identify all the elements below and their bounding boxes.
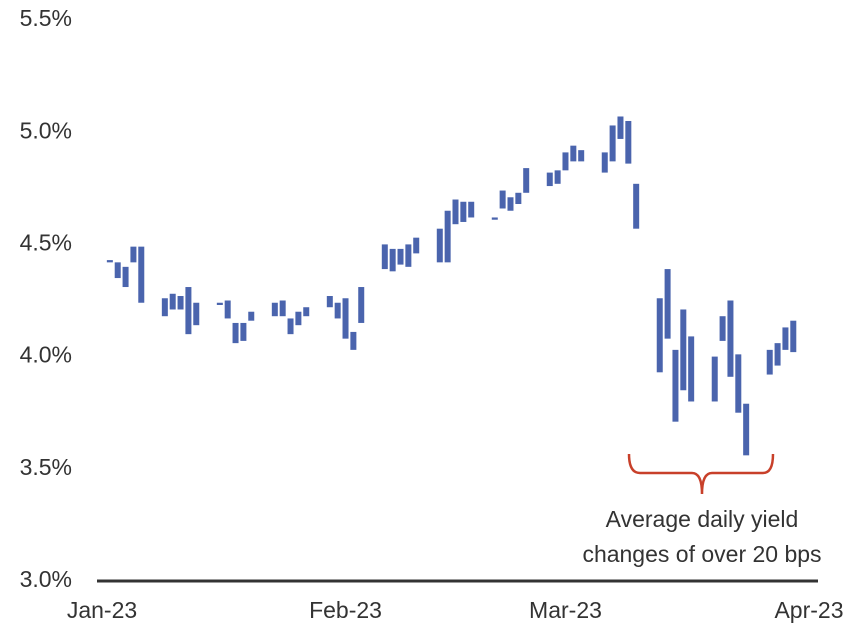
bar bbox=[161, 298, 168, 317]
bar bbox=[279, 300, 286, 317]
bar bbox=[248, 311, 255, 321]
y-tick-label: 4.5% bbox=[20, 229, 72, 255]
bar bbox=[680, 309, 687, 391]
bar bbox=[342, 298, 349, 339]
bar bbox=[185, 287, 192, 335]
annotation-bracket bbox=[627, 453, 775, 495]
bar bbox=[350, 331, 357, 350]
bar bbox=[295, 311, 302, 326]
bar bbox=[554, 170, 561, 184]
x-tick-label: Feb-23 bbox=[309, 597, 382, 623]
bar bbox=[397, 248, 404, 265]
y-tick-label: 5.5% bbox=[20, 5, 72, 31]
bar bbox=[287, 318, 294, 335]
bar bbox=[193, 302, 200, 326]
bar bbox=[727, 300, 734, 377]
bar bbox=[656, 298, 663, 373]
bar bbox=[774, 343, 781, 366]
annotation-text: Average daily yield bbox=[606, 506, 799, 532]
bar bbox=[782, 327, 789, 350]
bar bbox=[743, 403, 750, 456]
bar bbox=[562, 152, 569, 171]
bar bbox=[790, 320, 797, 353]
bar bbox=[546, 172, 553, 187]
bar bbox=[452, 199, 459, 225]
y-tick-label: 4.0% bbox=[20, 342, 72, 368]
bar bbox=[389, 248, 396, 272]
y-tick-label: 3.0% bbox=[20, 566, 72, 592]
y-tick-label: 5.0% bbox=[20, 117, 72, 143]
bar bbox=[719, 316, 726, 341]
bar bbox=[240, 322, 247, 341]
bar bbox=[405, 244, 412, 267]
bar bbox=[735, 354, 742, 413]
bar bbox=[570, 145, 577, 162]
bar bbox=[413, 237, 420, 254]
bar bbox=[617, 116, 624, 139]
bar bbox=[303, 307, 310, 317]
bar bbox=[468, 201, 475, 218]
x-tick-label: Jan-23 bbox=[67, 597, 137, 623]
annotation-text: changes of over 20 bps bbox=[582, 541, 821, 567]
bar bbox=[224, 300, 231, 319]
bar bbox=[114, 262, 121, 279]
bar bbox=[507, 197, 514, 211]
bar bbox=[523, 168, 530, 193]
bar bbox=[515, 192, 522, 205]
bar bbox=[444, 210, 451, 263]
bar bbox=[499, 190, 506, 209]
bar bbox=[334, 302, 341, 319]
x-tick-label: Apr-23 bbox=[774, 597, 843, 623]
bar bbox=[177, 296, 184, 310]
bar bbox=[625, 120, 632, 164]
bar bbox=[130, 246, 137, 263]
bar bbox=[766, 349, 773, 375]
x-tick-label: Mar-23 bbox=[529, 597, 602, 623]
bar bbox=[672, 349, 679, 422]
bar bbox=[271, 302, 278, 317]
bar bbox=[358, 287, 365, 323]
bar bbox=[688, 336, 695, 402]
y-tick-label: 3.5% bbox=[20, 454, 72, 480]
bar bbox=[232, 322, 239, 344]
bar bbox=[138, 246, 145, 303]
bar bbox=[711, 356, 718, 402]
bar bbox=[633, 183, 640, 229]
bar bbox=[491, 217, 498, 220]
bar bbox=[216, 302, 223, 305]
bar bbox=[664, 269, 671, 339]
bar bbox=[169, 293, 176, 310]
bar bbox=[106, 260, 113, 263]
bar bbox=[436, 228, 443, 263]
bar bbox=[609, 125, 616, 162]
bar bbox=[578, 150, 585, 162]
bar bbox=[460, 201, 467, 222]
bar bbox=[326, 296, 333, 308]
bar bbox=[601, 152, 608, 173]
bar bbox=[381, 244, 388, 270]
bar bbox=[122, 266, 129, 288]
